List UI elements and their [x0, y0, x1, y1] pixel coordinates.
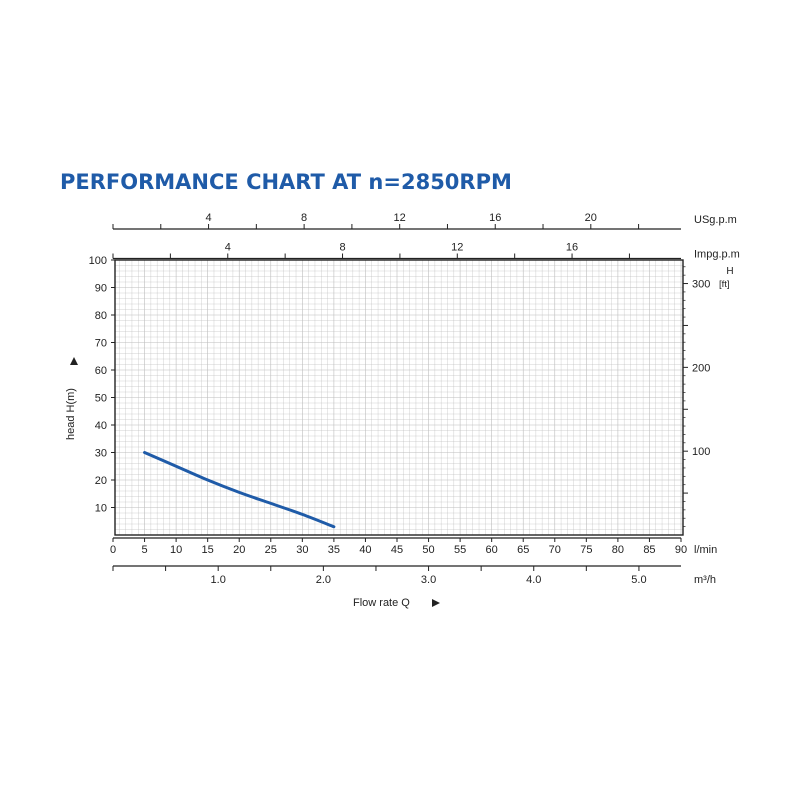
x-axis-arrow-icon	[432, 599, 440, 607]
top-axis-tick-label: 8	[339, 242, 345, 254]
m3h-tick-label: 2.0	[316, 574, 331, 586]
x-tick-label: 40	[359, 544, 371, 556]
x-tick-label: 45	[391, 544, 403, 556]
x-axis-title: Flow rate Q	[353, 597, 410, 609]
top-axis-tick-label: 20	[585, 212, 597, 224]
m3h-tick-label: 3.0	[421, 574, 436, 586]
top-axis-unit-label: USg.p.m	[694, 214, 737, 226]
y-tick-label: 20	[95, 475, 107, 487]
top-axis-tick-label: 12	[451, 242, 463, 254]
x-tick-label: 55	[454, 544, 466, 556]
y-tick-label: 70	[95, 338, 107, 350]
right-axis-label: H	[726, 266, 733, 277]
y-tick-label: 100	[89, 255, 107, 267]
series-layer	[143, 451, 336, 529]
x-tick-label: 85	[643, 544, 655, 556]
x-tick-label: 65	[517, 544, 529, 556]
top-axis-tick-label: 16	[489, 212, 501, 224]
x-tick-label: 60	[486, 544, 498, 556]
ft-tick-label: 100	[692, 446, 710, 458]
m3h-tick-label: 1.0	[211, 574, 226, 586]
x-tick-label: 75	[580, 544, 592, 556]
x-unit-label: l/min	[694, 544, 717, 556]
x-tick-label: 35	[328, 544, 340, 556]
m3h-tick-label: 5.0	[631, 574, 646, 586]
top-axis-tick-label: 8	[301, 212, 307, 224]
y-tick-label: 60	[95, 365, 107, 377]
y-axis-title: head H(m)	[65, 388, 77, 440]
x-tick-label: 15	[202, 544, 214, 556]
ft-tick-label: 200	[692, 362, 710, 374]
y-axis-arrow-icon	[70, 357, 78, 365]
x-tick-label: 5	[141, 544, 147, 556]
axis-labels: head H(m) Flow rate Q	[65, 357, 440, 609]
y-tick-label: 40	[95, 420, 107, 432]
x-tick-label: 50	[422, 544, 434, 556]
x-tick-label: 80	[612, 544, 624, 556]
x-tick-label: 25	[265, 544, 277, 556]
m3h-unit-label: m³/h	[694, 574, 716, 586]
top-axis-unit-label: Impg.p.m	[694, 249, 740, 261]
x-tick-label: 10	[170, 544, 182, 556]
top-axis-tick-label: 12	[394, 212, 406, 224]
x-tick-label: 20	[233, 544, 245, 556]
top-axis-tick-label: 16	[566, 242, 578, 254]
pump-curve-line	[143, 451, 336, 529]
x-tick-label: 0	[110, 544, 116, 556]
y-tick-label: 30	[95, 448, 107, 460]
y-tick-label: 90	[95, 283, 107, 295]
m3h-tick-label: 4.0	[526, 574, 541, 586]
x-tick-label: 30	[296, 544, 308, 556]
y-tick-label: 80	[95, 310, 107, 322]
y-tick-label: 50	[95, 393, 107, 405]
ft-tick-label: 300	[692, 279, 710, 291]
top-axis-tick-label: 4	[225, 242, 231, 254]
top-axis-tick-label: 4	[205, 212, 211, 224]
x-tick-label: 70	[549, 544, 561, 556]
chart-title: PERFORMANCE CHART AT n=2850RPM	[60, 170, 512, 194]
x-tick-label: 90	[675, 544, 687, 556]
y-tick-label: 10	[95, 503, 107, 515]
grid-lines	[115, 259, 683, 536]
right-axis-unit: [ft]	[719, 279, 730, 290]
